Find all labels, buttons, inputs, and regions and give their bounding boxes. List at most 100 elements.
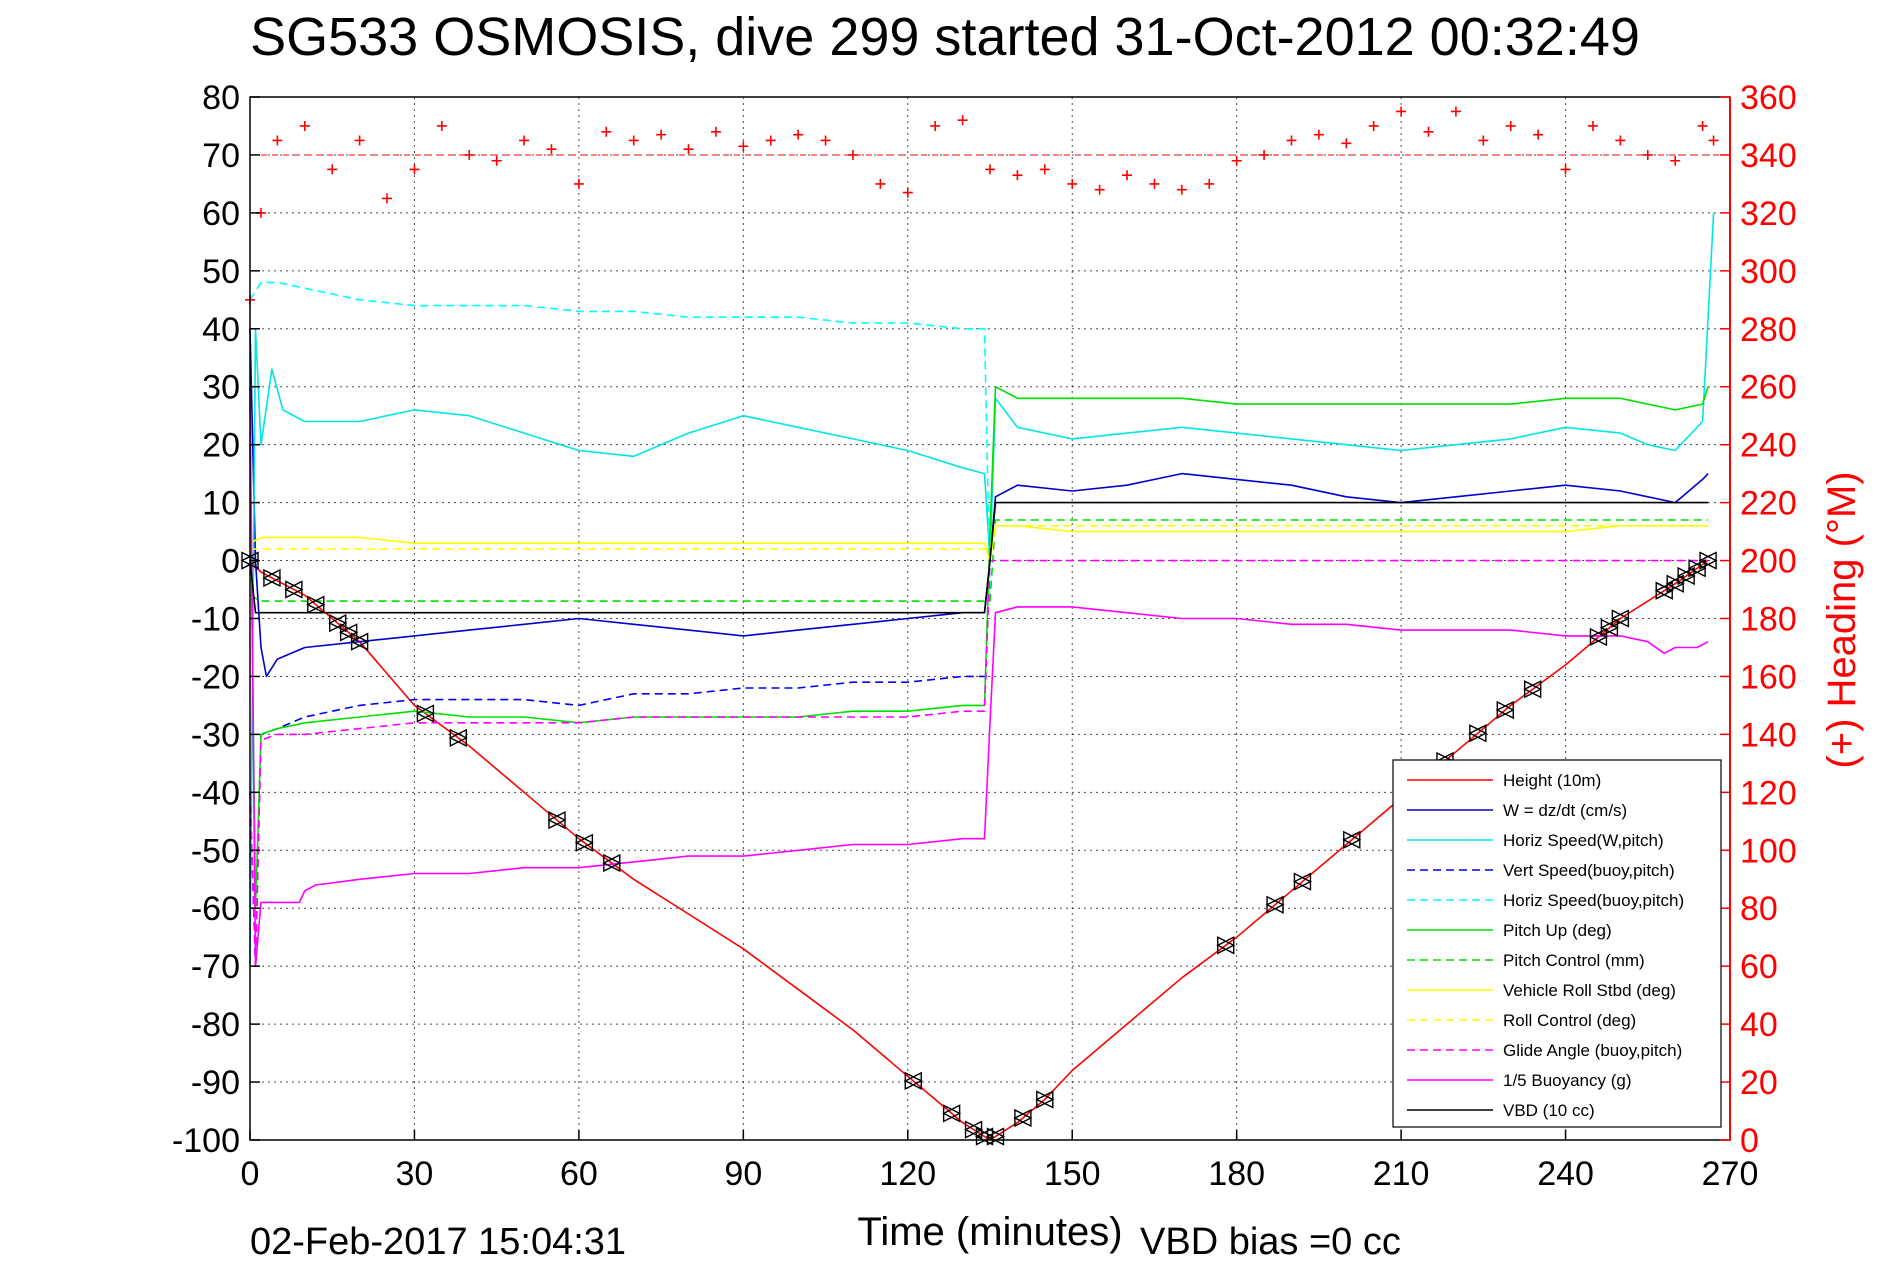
depth-marker (328, 614, 347, 633)
depth-marker (1687, 559, 1706, 578)
chart-title: SG533 OSMOSIS, dive 299 started 31-Oct-2… (250, 7, 1640, 67)
legend-label: VBD (10 cc) (1503, 1101, 1595, 1120)
series-line-3 (249, 675, 990, 968)
depth-marker (1676, 566, 1695, 586)
legend-label: Height (10m) (1503, 771, 1601, 790)
heading-point (1204, 178, 1215, 189)
x-axis-ticks: 0 30 60 90 120 150 180 210 240 270 (241, 1130, 1758, 1193)
heading-point (1067, 178, 1078, 189)
y-right-tick-label: 140 (1740, 716, 1797, 754)
depth-marker (1610, 609, 1630, 628)
legend-label: Pitch Control (mm) (1503, 951, 1645, 970)
depth-marker (284, 580, 303, 599)
heading-point (382, 193, 393, 204)
depth-marker (1013, 1108, 1032, 1128)
x-tick-label: 240 (1537, 1155, 1594, 1193)
heading-point (1670, 155, 1681, 166)
depth-marker (1292, 872, 1312, 891)
y-tick-label: 60 (202, 195, 240, 233)
heading-point (930, 120, 941, 131)
heading-point (299, 120, 310, 131)
heading-point (546, 144, 557, 155)
depth-marker (963, 1120, 983, 1139)
y-right-tick-label: 220 (1740, 485, 1797, 523)
depth-marker (1523, 680, 1542, 699)
y-right-tick-label: 200 (1740, 543, 1797, 581)
y-right-tick-label: 160 (1740, 658, 1797, 696)
heading-point (1149, 178, 1160, 189)
depth-marker (547, 811, 566, 830)
heading-point (820, 135, 831, 146)
legend-box (1392, 759, 1722, 1128)
y-tick-label: 0 (221, 543, 240, 581)
heading-point (436, 120, 447, 131)
heading-point (1423, 126, 1434, 137)
y-right-tick-label: 80 (1740, 890, 1778, 928)
series-line-6 (249, 519, 1709, 602)
y-right-tick-label: 40 (1740, 1006, 1778, 1044)
x-tick-label: 210 (1373, 1155, 1430, 1193)
depth-marker (1698, 551, 1717, 570)
y-tick-label: -60 (191, 890, 240, 928)
x-tick-label: 30 (396, 1155, 434, 1193)
plot-area (240, 106, 1730, 1146)
legend-label: Horiz Speed(buoy,pitch) (1503, 891, 1684, 910)
heading-point (902, 187, 913, 198)
legend-label: Vert Speed(buoy,pitch) (1503, 861, 1675, 880)
legend-label: Glide Angle (buoy,pitch) (1503, 1041, 1682, 1060)
heading-point (1533, 129, 1544, 140)
heading-point (1122, 170, 1133, 181)
depth-marker (1495, 700, 1514, 720)
y-axis-right-label: (+) Heading (°M) (1820, 471, 1864, 768)
depth-markers (240, 551, 1718, 1146)
x-tick-label: 0 (241, 1155, 260, 1193)
y-right-tick-label: 60 (1740, 948, 1778, 986)
depth-marker (942, 1104, 961, 1123)
heading-point (1396, 106, 1407, 117)
depth-marker (1665, 574, 1684, 593)
heading-point (1505, 120, 1516, 131)
depth-marker (350, 632, 369, 651)
y-right-tick-label: 300 (1740, 253, 1797, 291)
heading-point (628, 135, 639, 146)
y-tick-label: -100 (172, 1122, 240, 1160)
heading-point (1560, 164, 1571, 175)
depth-marker (415, 704, 435, 723)
y-right-tick-label: 180 (1740, 601, 1797, 639)
y-tick-label: -40 (191, 774, 240, 812)
series-line-2 (249, 212, 1715, 967)
y-tick-label: -90 (191, 1064, 240, 1102)
heading-point (957, 115, 968, 126)
heading-point (793, 129, 804, 140)
heading-point (1012, 170, 1023, 181)
y-tick-label: -80 (191, 1006, 240, 1044)
y-right-tick-label: 360 (1740, 79, 1797, 117)
depth-marker (602, 853, 621, 873)
footer-date: 02-Feb-2017 15:04:31 (250, 1221, 626, 1262)
y-right-tick-label: 260 (1740, 369, 1797, 407)
depth-marker (1599, 618, 1619, 637)
x-tick-label: 180 (1208, 1155, 1265, 1193)
heading-point (1450, 106, 1461, 117)
y-tick-label: -20 (191, 658, 240, 696)
y-right-tick-label: 280 (1740, 311, 1797, 349)
heading-point (875, 178, 886, 189)
series-line-11 (249, 501, 1709, 614)
depth-marker (262, 568, 281, 588)
y-tick-label: 70 (202, 137, 240, 175)
heading-point (656, 129, 667, 140)
heading-point (1708, 135, 1719, 146)
heading-point (1286, 135, 1297, 146)
depth-marker (1654, 581, 1673, 600)
heading-point (1313, 129, 1324, 140)
y-tick-label: 80 (202, 79, 240, 117)
legend-label: Roll Control (deg) (1503, 1011, 1636, 1030)
y-right-tick-label: 0 (1740, 1122, 1759, 1160)
depth-marker (1468, 724, 1487, 743)
depth-marker (306, 595, 325, 614)
heading-point (847, 149, 858, 160)
heading-point (1587, 120, 1598, 131)
depth-marker (574, 833, 594, 852)
depth-marker (339, 623, 358, 642)
